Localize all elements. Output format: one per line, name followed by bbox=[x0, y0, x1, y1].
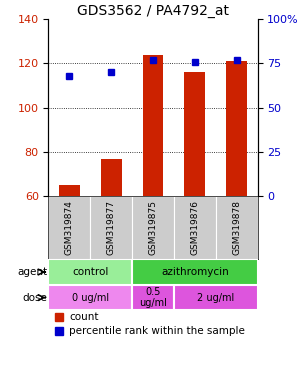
Bar bbox=[132, 259, 258, 285]
Bar bbox=[132, 285, 174, 310]
Bar bbox=[48, 259, 132, 285]
Bar bbox=[101, 159, 122, 196]
Text: azithromycin: azithromycin bbox=[161, 267, 229, 277]
Text: GSM319875: GSM319875 bbox=[148, 200, 158, 255]
Bar bbox=[184, 72, 205, 196]
Text: count: count bbox=[69, 312, 99, 322]
Bar bbox=[142, 55, 164, 196]
Bar bbox=[174, 285, 258, 310]
Bar bbox=[48, 285, 132, 310]
Bar bbox=[48, 196, 90, 259]
Text: dose: dose bbox=[23, 293, 48, 303]
Text: 0 ug/ml: 0 ug/ml bbox=[72, 293, 109, 303]
Text: GSM319874: GSM319874 bbox=[65, 200, 74, 255]
Title: GDS3562 / PA4792_at: GDS3562 / PA4792_at bbox=[77, 4, 229, 18]
Bar bbox=[59, 185, 80, 196]
Text: 0.5
ug/ml: 0.5 ug/ml bbox=[139, 287, 167, 308]
Text: control: control bbox=[72, 267, 108, 277]
Text: 2 ug/ml: 2 ug/ml bbox=[197, 293, 234, 303]
Text: percentile rank within the sample: percentile rank within the sample bbox=[69, 326, 245, 336]
Bar bbox=[174, 196, 216, 259]
Bar bbox=[90, 196, 132, 259]
Text: GSM319877: GSM319877 bbox=[107, 200, 116, 255]
Bar bbox=[226, 61, 247, 196]
Bar bbox=[216, 196, 258, 259]
Bar bbox=[132, 196, 174, 259]
Text: GSM319878: GSM319878 bbox=[232, 200, 241, 255]
Text: GSM319876: GSM319876 bbox=[190, 200, 199, 255]
Text: agent: agent bbox=[18, 267, 48, 277]
